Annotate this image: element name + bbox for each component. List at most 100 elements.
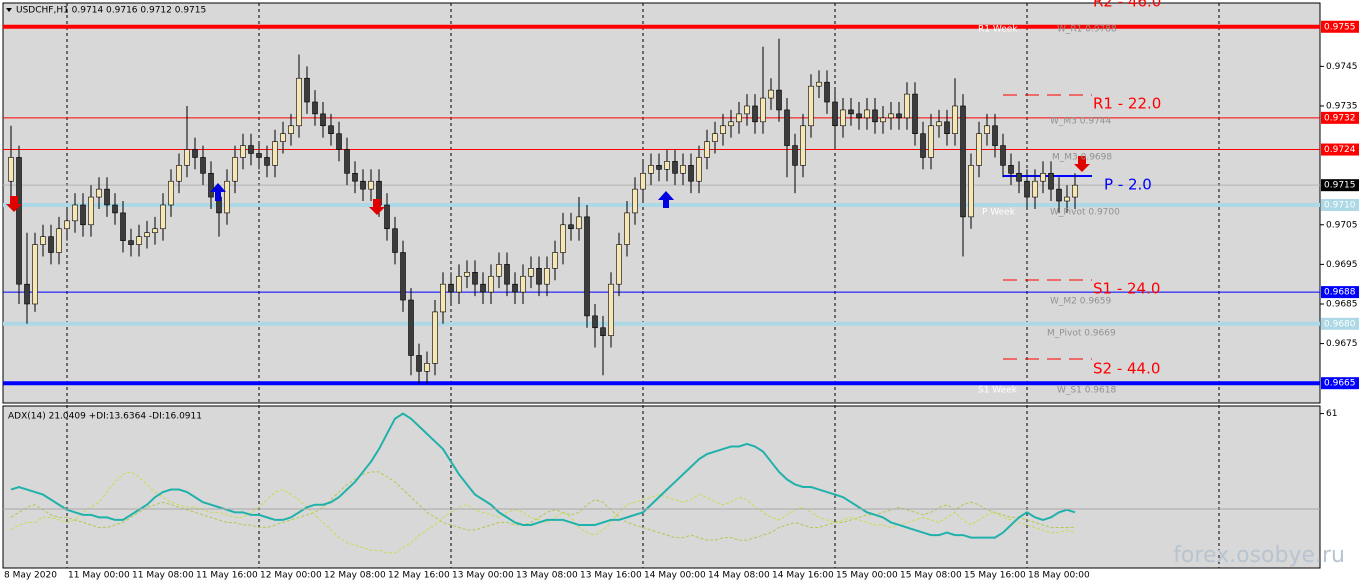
candle-body (928, 125, 934, 158)
candle-body (760, 97, 766, 123)
level-label-box (1321, 111, 1359, 124)
x-tick-label: 14 May 08:00 (708, 571, 770, 581)
candle-body (632, 188, 638, 214)
candle-body (824, 81, 830, 103)
candle-body (288, 125, 294, 134)
level-label-box (1321, 20, 1359, 33)
x-tick-label: 15 May 00:00 (836, 571, 898, 581)
x-tick-label: 11 May 00:00 (68, 571, 130, 581)
indicator-pane (2, 405, 1321, 569)
candle-body (720, 125, 726, 134)
pivot-label: S1 - 24.0 (1093, 280, 1160, 298)
candle-body (128, 240, 134, 245)
candle-body (960, 105, 966, 218)
sell-arrow (1074, 156, 1090, 172)
level-annotation: S1 Week (978, 386, 1018, 396)
pivot-label: R1 - 22.0 (1093, 95, 1161, 113)
candle-body (96, 188, 102, 198)
candle-body (352, 172, 358, 182)
candle-body (784, 109, 790, 146)
candle-body (104, 188, 110, 206)
candle-body (584, 216, 590, 317)
candle-body (800, 125, 806, 166)
x-tick-label: 18 May 00:00 (1028, 571, 1090, 581)
x-tick-label: 14 May 16:00 (772, 571, 834, 581)
candle-body (448, 283, 454, 293)
x-tick-label: 15 May 08:00 (900, 571, 962, 581)
candle-body (808, 85, 814, 127)
candle-body (512, 283, 518, 293)
x-tick-label: 8 May 2020 (4, 571, 57, 581)
candle-body (320, 113, 326, 127)
level-label: 0.9715 (1324, 181, 1356, 191)
candle-body (624, 212, 630, 245)
candle-body (296, 77, 302, 127)
level-label-box (1321, 198, 1359, 211)
candle-body (184, 149, 190, 166)
candle-body (560, 224, 566, 253)
candle-body (888, 113, 894, 119)
candle-body (192, 149, 198, 158)
candle-body (264, 157, 270, 166)
level-label-box (1321, 179, 1359, 192)
candle-body (240, 145, 246, 158)
level-annotation: W_Pivot 0.9700 (1050, 208, 1120, 218)
candle-body (16, 157, 22, 285)
candle-body (856, 113, 862, 119)
candle-body (304, 77, 310, 103)
candle-body (528, 268, 534, 277)
candle-body (920, 133, 926, 158)
candle-body (56, 228, 62, 253)
candle-body (112, 204, 118, 214)
y-tick-label: 0.9745 (1326, 62, 1358, 72)
candle-body (992, 125, 998, 146)
candle-body (152, 228, 158, 234)
level-label-box (1321, 143, 1359, 156)
level-annotation: P Week (982, 208, 1016, 218)
candle-body (1008, 165, 1014, 174)
level-label: 0.9710 (1324, 200, 1356, 210)
candle-body (656, 165, 662, 170)
candle-body (768, 89, 774, 99)
candle-body (1048, 172, 1054, 190)
candle-body (640, 172, 646, 190)
candle-body (176, 165, 182, 182)
x-tick-label: 15 May 16:00 (964, 571, 1026, 581)
signal-arrows (6, 156, 1090, 215)
candle-body (608, 283, 614, 336)
candle-body (480, 283, 486, 293)
candle-body (120, 212, 126, 241)
x-tick-label: 12 May 08:00 (324, 571, 386, 581)
candle-body (1072, 184, 1078, 198)
candle-body (32, 244, 38, 305)
candle-body (776, 89, 782, 111)
level-annotation: W_M3 0.9744 (1050, 117, 1112, 127)
candle-body (224, 180, 230, 214)
candle-body (520, 275, 526, 293)
indicator-line (10, 471, 1075, 541)
candle-body (464, 272, 470, 277)
level-label: 0.9755 (1324, 22, 1356, 32)
candle-body (1064, 196, 1070, 202)
candle-body (24, 283, 30, 305)
candle-body (672, 161, 678, 174)
candle-body (840, 109, 846, 127)
candle-body (80, 204, 86, 226)
candle-body (616, 244, 622, 285)
candle-body (912, 93, 918, 134)
candle-body (848, 109, 854, 115)
y-tick-label: 61 (1326, 409, 1337, 419)
candle-body (712, 133, 718, 142)
candle-body (552, 252, 558, 269)
level-label: 0.9732 (1324, 113, 1356, 123)
candle-body (248, 145, 254, 154)
menu-arrow (6, 8, 12, 12)
sell-arrow (6, 196, 22, 212)
candle-body (880, 117, 886, 123)
candle-body (984, 125, 990, 134)
candle-body (792, 145, 798, 166)
candle-body (1024, 180, 1030, 198)
indicator-title: ADX(14) 21.0409 +DI:13.6364 -DI:16.0911 (8, 412, 202, 422)
candle-body (1016, 172, 1022, 182)
